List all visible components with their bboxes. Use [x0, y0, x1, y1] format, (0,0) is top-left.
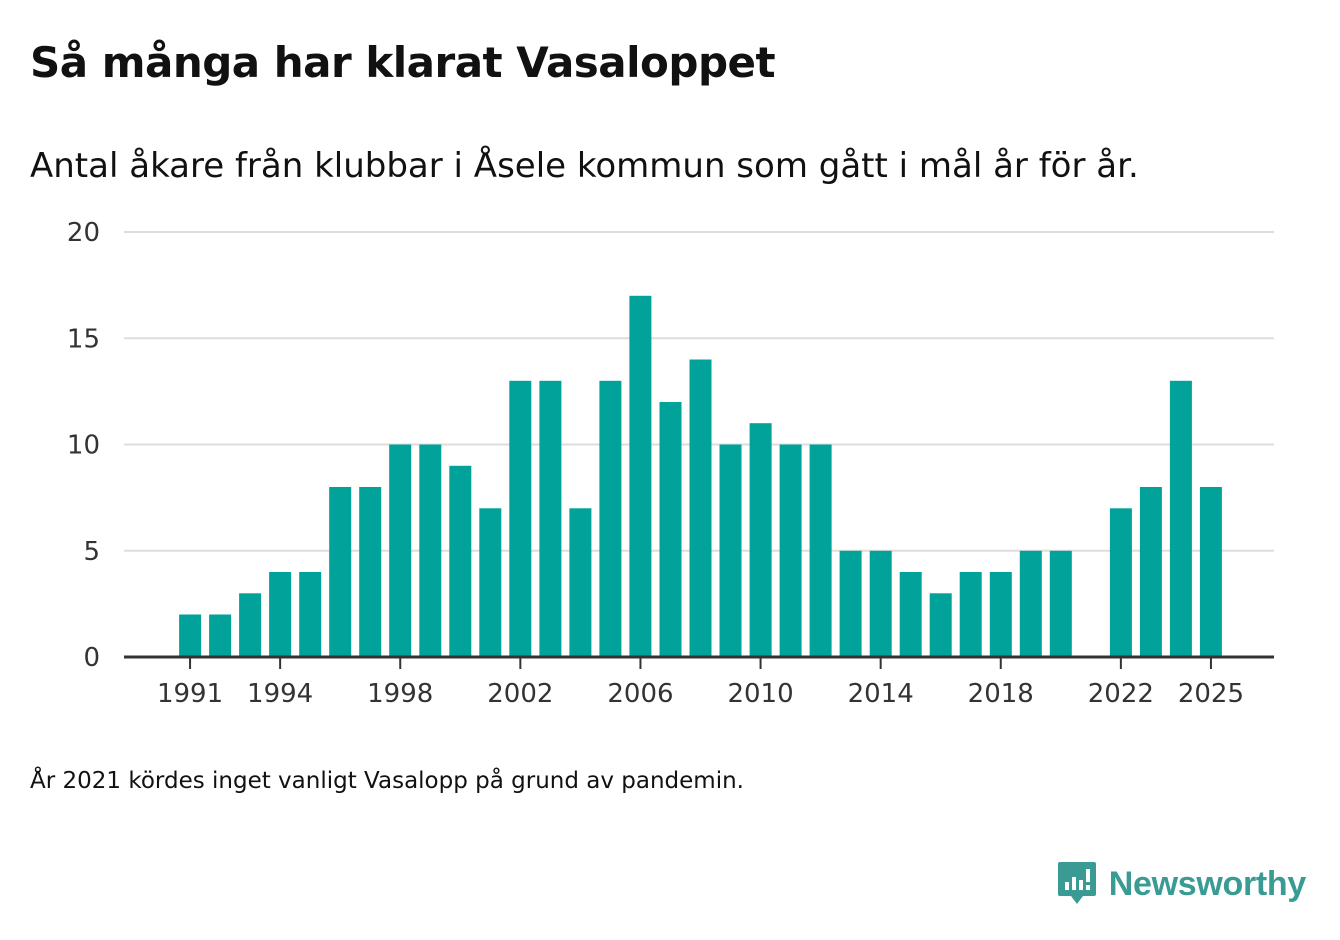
bar-2006: [629, 295, 652, 658]
bar-2010: [749, 423, 772, 657]
bar-2022: [1109, 508, 1132, 658]
x-tick-label: 2002: [487, 679, 553, 709]
brand-name: Newsworthy: [1108, 864, 1307, 903]
chart-title: Så många har klarat Vasaloppet: [30, 38, 776, 87]
bar-2017: [959, 572, 982, 657]
bar-2004: [569, 508, 592, 658]
bar-2012: [809, 444, 832, 657]
y-tick-label: 10: [67, 431, 100, 461]
bar-1996: [329, 487, 352, 657]
bar-2019: [1019, 550, 1042, 658]
bar-1991: [179, 614, 202, 657]
bar-1992: [209, 614, 232, 657]
newsworthy-logo-icon: [1057, 862, 1096, 904]
bar-1997: [359, 487, 382, 657]
bar-2001: [479, 508, 502, 658]
bar-2009: [719, 444, 742, 657]
x-tick-label: 1998: [367, 679, 433, 709]
y-tick-label: 20: [67, 218, 100, 248]
bar-1999: [419, 444, 442, 657]
bar-2008: [689, 359, 712, 657]
x-tick-label: 2022: [1088, 679, 1154, 709]
bar-2016: [929, 593, 952, 658]
bar-2000: [449, 465, 472, 658]
y-tick-label: 0: [83, 643, 100, 673]
bar-2025: [1199, 487, 1222, 657]
bar-2024: [1169, 380, 1192, 658]
x-tick-label: 2006: [607, 679, 673, 709]
x-tick-label: 2018: [968, 679, 1034, 709]
bar-2002: [509, 380, 532, 658]
chart-subtitle: Antal åkare från klubbar i Åsele kommun …: [30, 146, 1139, 186]
bar-2014: [869, 550, 892, 658]
bar-2020: [1049, 550, 1072, 658]
x-tick-label: 2010: [727, 679, 793, 709]
brand-logo: Newsworthy: [1057, 860, 1306, 908]
bar-1998: [389, 444, 412, 657]
bar-1995: [299, 572, 322, 657]
bar-2011: [779, 444, 802, 657]
footnote: År 2021 kördes inget vanligt Vasalopp på…: [30, 768, 744, 794]
bar-1993: [239, 593, 262, 658]
bar-2018: [989, 572, 1012, 657]
bar-chart: 0 5 10 15 20 1991 1994 1998 2002 2006 2010 2014 2018…: [67, 218, 1274, 709]
bar-2005: [599, 380, 622, 658]
x-tick-label: 2025: [1178, 679, 1244, 709]
bar-2023: [1139, 487, 1162, 657]
bar-2003: [539, 380, 562, 658]
x-tick-label: 2014: [848, 679, 914, 709]
bar-2007: [659, 402, 682, 657]
bar-2015: [899, 572, 922, 657]
y-tick-label: 5: [83, 537, 100, 567]
bar-2013: [839, 550, 862, 658]
bar-1994: [269, 572, 292, 657]
x-tick-label: 1991: [157, 679, 223, 709]
x-tick-label: 1994: [247, 679, 313, 709]
y-tick-label: 15: [67, 324, 100, 354]
